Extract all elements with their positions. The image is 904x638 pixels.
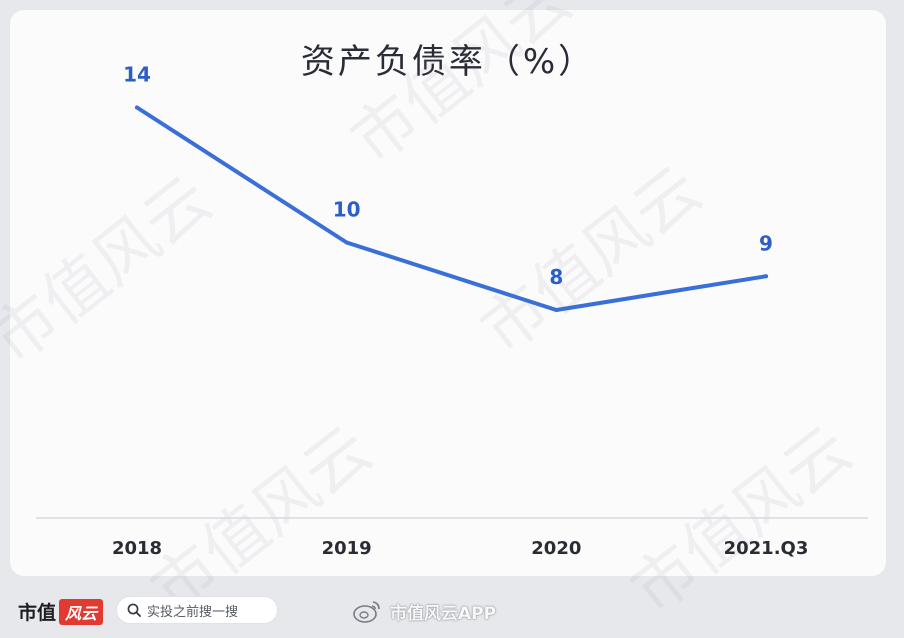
data-label: 8 — [549, 265, 563, 289]
data-label: 9 — [759, 231, 773, 255]
x-tick-label: 2021.Q3 — [724, 538, 809, 559]
search-icon — [127, 603, 141, 617]
data-label: 10 — [333, 198, 361, 222]
data-point — [135, 105, 139, 110]
weibo-handle: 市值风云APP — [352, 598, 496, 624]
data-label: 14 — [123, 63, 151, 87]
search-placeholder: 实投之前搜一搜 — [147, 604, 239, 620]
data-point — [764, 274, 768, 279]
chart-card: 资产负债率（%） — [10, 10, 886, 576]
weibo-handle-text: 市值风云APP — [390, 603, 497, 624]
x-tick-label: 2018 — [112, 538, 162, 559]
line-chart: 14 10 8 9 2018 2019 2020 2021.Q3 — [36, 63, 868, 559]
x-tick-label: 2020 — [531, 538, 581, 559]
footer-bar: 市值 风云 实投之前搜一搜 市值风云APP — [0, 584, 904, 638]
data-point — [344, 240, 349, 245]
series-line — [135, 105, 768, 312]
brand-name: 市值 — [18, 602, 57, 624]
x-tick-layer: 2018 2019 2020 2021.Q3 — [112, 538, 808, 559]
brand-logo[interactable]: 市值 风云 — [18, 598, 104, 625]
weibo-icon — [353, 601, 380, 623]
data-point — [554, 308, 559, 312]
x-tick-label: 2019 — [322, 538, 372, 559]
data-label-layer: 14 10 8 9 — [123, 63, 773, 290]
brand-badge: 风云 — [59, 598, 104, 625]
search-box[interactable]: 实投之前搜一搜 — [116, 596, 278, 624]
chart-title: 资产负债率（%） — [300, 42, 596, 82]
series-layer — [135, 105, 768, 312]
